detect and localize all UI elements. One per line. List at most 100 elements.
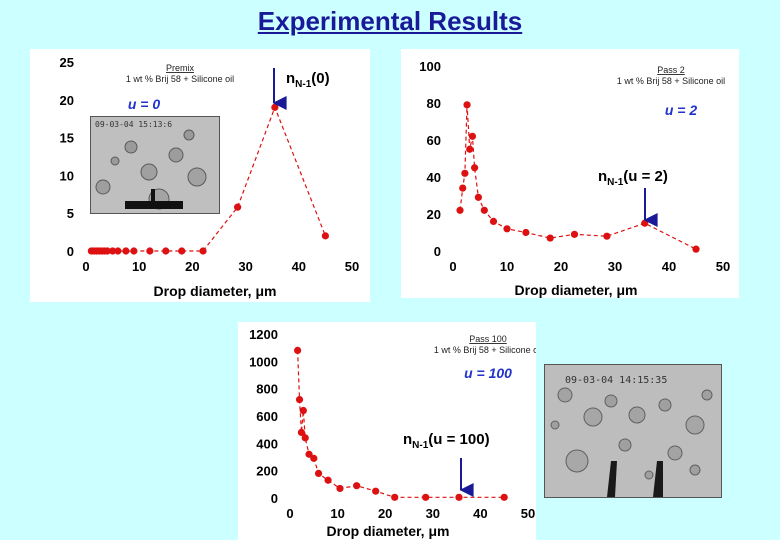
annotation-nN1-0: nN-1(0) xyxy=(286,70,330,90)
x-tick-label: 20 xyxy=(378,506,392,521)
data-point xyxy=(321,232,329,240)
data-point xyxy=(463,101,471,109)
data-point xyxy=(466,145,474,153)
annotation-nN1-u100: nN-1(u = 100) xyxy=(403,431,490,451)
y-tick-label: 400 xyxy=(256,436,278,451)
data-point xyxy=(522,228,530,237)
data-point xyxy=(603,232,611,240)
data-point xyxy=(122,247,130,255)
x-tick-label: 50 xyxy=(521,506,535,521)
data-point xyxy=(301,434,309,442)
x-tick-label: 30 xyxy=(608,259,622,274)
data-point xyxy=(546,234,554,242)
y-tick-label: 80 xyxy=(427,96,441,111)
annotation-nN1-0-subscript: N-1 xyxy=(295,79,312,90)
data-point xyxy=(391,493,399,501)
data-point xyxy=(336,484,344,493)
annotation-nN1-u2-symbol: n xyxy=(598,168,608,185)
x-axis-label: Drop diameter, μm xyxy=(154,283,277,299)
data-point xyxy=(234,203,242,211)
data-point xyxy=(570,230,579,238)
x-axis-label: Drop diameter, μm xyxy=(515,282,638,298)
legend-line: 1 wt % Brij 58 + Silicone oil xyxy=(617,76,725,86)
x-tick-label: 0 xyxy=(286,506,293,521)
chart-tag: u = 0 xyxy=(128,96,161,112)
data-point xyxy=(109,247,117,255)
annotation-nN1-u100-subscript: N-1 xyxy=(412,440,429,451)
y-tick-label: 20 xyxy=(60,93,74,108)
data-point xyxy=(103,247,111,255)
y-tick-label: 0 xyxy=(434,244,441,259)
y-tick-label: 25 xyxy=(60,55,74,70)
x-tick-label: 40 xyxy=(473,506,487,521)
y-tick-label: 40 xyxy=(427,170,441,185)
y-tick-label: 10 xyxy=(60,168,74,183)
x-tick-label: 10 xyxy=(500,259,514,274)
y-tick-label: 100 xyxy=(419,59,441,74)
micrograph-pass100: 09-03-04 14:15:35 xyxy=(544,364,722,498)
annotation-nN1-0-symbol: n xyxy=(286,70,296,87)
x-tick-label: 30 xyxy=(426,506,440,521)
x-tick-label: 0 xyxy=(449,259,456,274)
legend-line: 1 wt % Brij 58 + Silicone oil xyxy=(126,74,234,84)
plot-area xyxy=(290,334,528,498)
data-point xyxy=(461,169,469,177)
legend-line: 1 wt % Brij 58 + Silicone oil xyxy=(434,345,536,355)
data-point xyxy=(162,247,170,255)
data-point xyxy=(692,245,700,253)
legend-line: Premix xyxy=(166,63,195,73)
data-point xyxy=(314,469,323,477)
y-tick-label: 1000 xyxy=(249,354,278,369)
data-point xyxy=(474,193,482,201)
data-point xyxy=(146,247,154,255)
annotation-nN1-u100-value: (u = 100) xyxy=(428,431,490,448)
data-point xyxy=(271,103,279,111)
chart-pass100: 0 200 400 600 800 1000 1200 0 10 20 30 40 50 Drop dia… xyxy=(249,327,536,539)
y-tick-label: 20 xyxy=(427,207,441,222)
data-point xyxy=(480,206,488,214)
series-line xyxy=(297,350,505,498)
y-tick-label: 800 xyxy=(256,382,278,397)
data-point xyxy=(297,428,306,436)
y-tick-label: 60 xyxy=(427,133,441,148)
data-point xyxy=(353,482,361,490)
x-tick-label: 20 xyxy=(185,259,199,274)
micrograph-premix-timestamp: 09-03-04 15:13:6 xyxy=(95,120,173,129)
micrograph-pass100-image xyxy=(545,365,721,497)
data-point xyxy=(178,247,186,255)
y-tick-label: 5 xyxy=(67,206,74,221)
legend-line: Pass 100 xyxy=(469,334,507,344)
y-tick-label: 15 xyxy=(60,131,74,146)
chart-tag: u = 2 xyxy=(665,102,698,118)
y-tick-label: 0 xyxy=(67,244,74,259)
chart-tag: u = 100 xyxy=(464,365,512,381)
data-point xyxy=(324,476,332,484)
data-point xyxy=(372,487,380,495)
annotation-nN1-u100-symbol: n xyxy=(403,431,413,448)
data-point xyxy=(500,493,508,501)
micrograph-premix-image xyxy=(91,117,219,213)
data-point xyxy=(489,217,498,225)
annotation-nN1-u2: nN-1(u = 2) xyxy=(598,168,668,188)
annotation-nN1-0-value: (0) xyxy=(311,70,330,87)
data-point xyxy=(305,450,313,458)
data-point xyxy=(641,219,649,227)
data-point xyxy=(456,206,464,214)
x-tick-label: 10 xyxy=(330,506,344,521)
data-point xyxy=(114,247,122,255)
y-tick-label: 600 xyxy=(256,409,278,424)
x-tick-label: 0 xyxy=(82,259,89,274)
data-point xyxy=(199,247,207,255)
data-point xyxy=(295,396,304,404)
x-tick-label: 40 xyxy=(662,259,676,274)
x-axis-label: Drop diameter, μm xyxy=(327,523,450,539)
y-tick-label: 1200 xyxy=(249,327,278,342)
data-point xyxy=(455,493,463,501)
legend-line: Pass 2 xyxy=(657,65,685,75)
data-point xyxy=(294,346,302,354)
plot-area xyxy=(453,66,723,251)
x-tick-label: 20 xyxy=(554,259,568,274)
page-title: Experimental Results xyxy=(257,6,523,36)
x-tick-label: 30 xyxy=(238,259,252,274)
chart-pass2: 0 20 40 60 80 100 0 10 20 30 40 50 Drop diameter, μm… xyxy=(419,59,730,298)
